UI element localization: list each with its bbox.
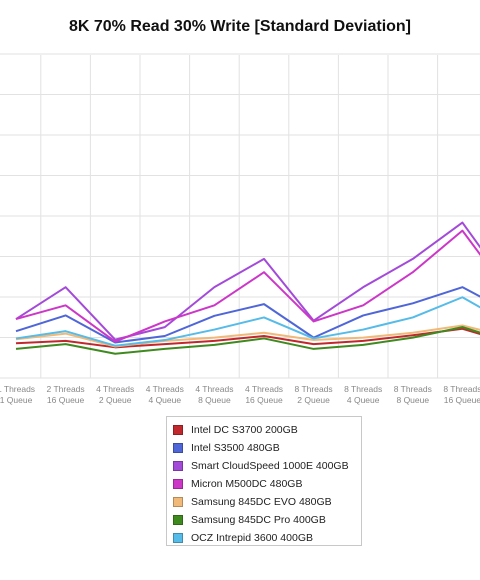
legend-item: Intel S3500 480GB — [173, 439, 361, 457]
x-tick-label: 8 Threads 8 Queue — [394, 384, 432, 405]
line-chart: 1 Threads 1 Queue 2 Threads 16 Queue 4 Threa… — [0, 53, 480, 405]
x-tick-label: 8 Threads 16 Queue — [443, 384, 480, 405]
legend-item: Samsung 845DC EVO 480GB — [173, 493, 361, 511]
x-tick-labels: 1 Threads 1 Queue 2 Threads 16 Queue 4 Threa… — [0, 384, 480, 405]
legend-swatch — [173, 497, 183, 507]
legend-swatch — [173, 479, 183, 489]
legend-item: Intel DC S3700 200GB — [173, 421, 361, 439]
x-tick-label: 4 Threads 8 Queue — [195, 384, 233, 405]
series-lines — [15, 221, 480, 355]
chart-title: 8K 70% Read 30% Write [Standard Deviatio… — [68, 18, 412, 35]
gridlines — [0, 53, 480, 379]
x-tick-label: 8 Threads 4 Queue — [344, 384, 382, 405]
legend-label: Micron M500DC 480GB — [191, 478, 303, 490]
legend-label: Intel S3500 480GB — [191, 442, 280, 454]
legend-label: Smart CloudSpeed 1000E 400GB — [191, 460, 349, 472]
legend-swatch — [173, 425, 183, 435]
x-tick-label: 4 Threads 16 Queue — [245, 384, 283, 405]
x-tick-label: 1 Threads 1 Queue — [0, 384, 35, 405]
legend-swatch — [173, 533, 183, 543]
x-tick-label: 2 Threads 16 Queue — [47, 384, 85, 405]
legend-swatch — [173, 461, 183, 471]
x-tick-label: 8 Threads 2 Queue — [295, 384, 333, 405]
legend-label: Intel DC S3700 200GB — [191, 424, 298, 436]
legend-swatch — [173, 443, 183, 453]
series-line — [15, 229, 480, 343]
legend-label: OCZ Intrepid 3600 400GB — [191, 532, 313, 544]
legend-label: Samsung 845DC Pro 400GB — [191, 514, 326, 526]
legend-item: Smart CloudSpeed 1000E 400GB — [173, 457, 361, 475]
legend-item: Samsung 845DC Pro 400GB — [173, 511, 361, 529]
legend: Intel DC S3700 200GB Intel S3500 480GB Sma… — [166, 416, 362, 546]
legend-swatch — [173, 515, 183, 525]
x-tick-label: 4 Threads 2 Queue — [96, 384, 134, 405]
legend-label: Samsung 845DC EVO 480GB — [191, 496, 332, 508]
legend-item: OCZ Intrepid 3600 400GB — [173, 529, 361, 547]
legend-item: Micron M500DC 480GB — [173, 475, 361, 493]
series-line — [15, 326, 480, 355]
x-tick-label: 4 Threads 4 Queue — [146, 384, 184, 405]
